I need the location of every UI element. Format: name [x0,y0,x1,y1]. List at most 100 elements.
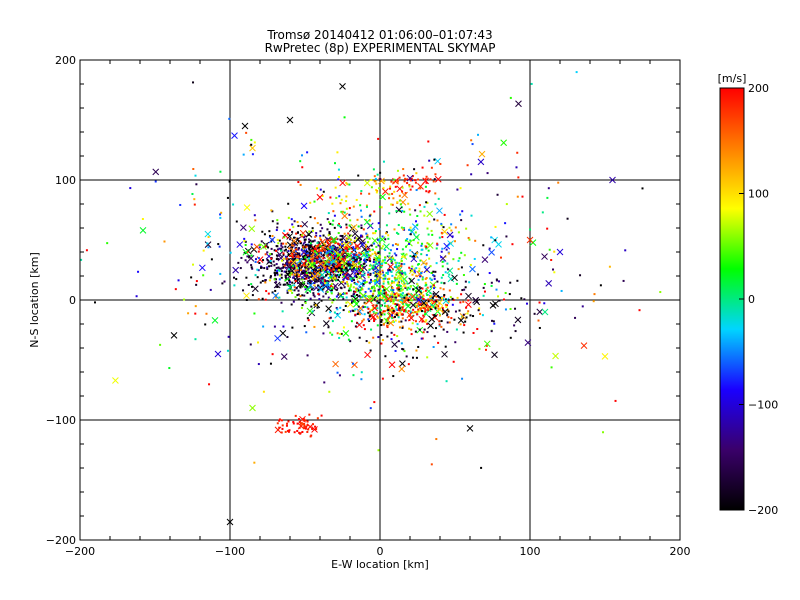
data-point [217,243,220,246]
data-point [327,286,330,289]
data-point [295,287,298,290]
data-point-x [299,229,307,237]
data-point [286,291,289,294]
data-point-x [383,243,390,250]
data-point [287,288,290,291]
data-point [419,210,422,213]
data-point [286,277,289,280]
data-point [538,326,541,329]
data-point [363,279,366,282]
data-point-x [170,332,178,339]
data-point [493,322,496,325]
data-point [415,267,418,270]
data-point [304,301,307,304]
data-point [385,232,388,235]
data-point [288,262,291,265]
data-point [323,265,326,268]
data-point [319,251,322,254]
data-point [421,278,424,281]
data-point [317,246,320,249]
data-point [379,308,382,311]
data-point [466,312,469,315]
data-point [441,265,444,268]
data-point-x [249,404,256,412]
data-point [329,271,332,274]
data-point [515,166,518,169]
data-point-x [345,251,353,259]
data-point [448,226,451,229]
data-point [374,260,377,263]
data-point [372,285,375,288]
data-point [303,294,306,297]
data-point [322,254,325,257]
data-point [372,290,375,293]
data-point [307,263,310,266]
data-point [386,293,389,296]
data-point [402,271,405,274]
data-point [383,258,386,261]
data-point [257,250,260,253]
data-point [408,208,411,211]
data-point [403,350,406,353]
data-point [365,340,368,343]
data-point [381,269,384,272]
data-point [358,256,361,259]
data-point [452,258,455,261]
data-point [339,202,342,205]
data-point [391,286,394,289]
data-point [298,263,301,266]
data-point [363,259,366,262]
data-point-x [451,274,458,282]
data-point [376,238,379,241]
data-point [327,234,330,237]
data-point [427,298,430,301]
data-point [368,257,371,260]
data-point [207,246,210,249]
data-point-x [371,237,379,244]
data-point-x [139,227,147,234]
data-point [302,419,305,422]
data-point [141,217,144,220]
data-point-x [488,248,495,256]
data-point [441,247,444,250]
data-point [387,269,390,272]
data-point [202,249,205,252]
data-point [446,314,449,317]
data-point [183,298,186,301]
data-point-x [426,210,434,218]
data-point-x [491,351,498,359]
data-point [296,237,299,240]
data-point [353,295,356,298]
data-point [404,286,407,289]
data-point-x [305,231,313,238]
data-point [329,311,332,314]
data-point [329,268,332,271]
data-point [335,196,338,199]
data-point [374,312,377,315]
data-point-x [152,168,160,176]
data-point [417,278,420,281]
data-point [364,305,367,308]
data-point [277,269,280,272]
data-point [490,284,493,287]
data-point [436,280,439,283]
data-point [286,259,289,262]
data-point [413,269,416,272]
data-point [349,285,352,288]
data-point [378,289,381,292]
data-point [367,241,370,244]
data-point [393,266,396,269]
data-point [317,284,320,287]
data-point [314,268,317,271]
data-point [424,281,427,284]
data-point [281,424,284,427]
data-point [461,289,464,292]
data-point-x [198,264,206,272]
data-point [428,220,431,223]
data-point [352,279,355,282]
data-point [336,371,339,374]
data-point [424,307,427,310]
data-point-x [541,308,549,316]
data-point [404,294,407,297]
data-point [329,263,332,266]
